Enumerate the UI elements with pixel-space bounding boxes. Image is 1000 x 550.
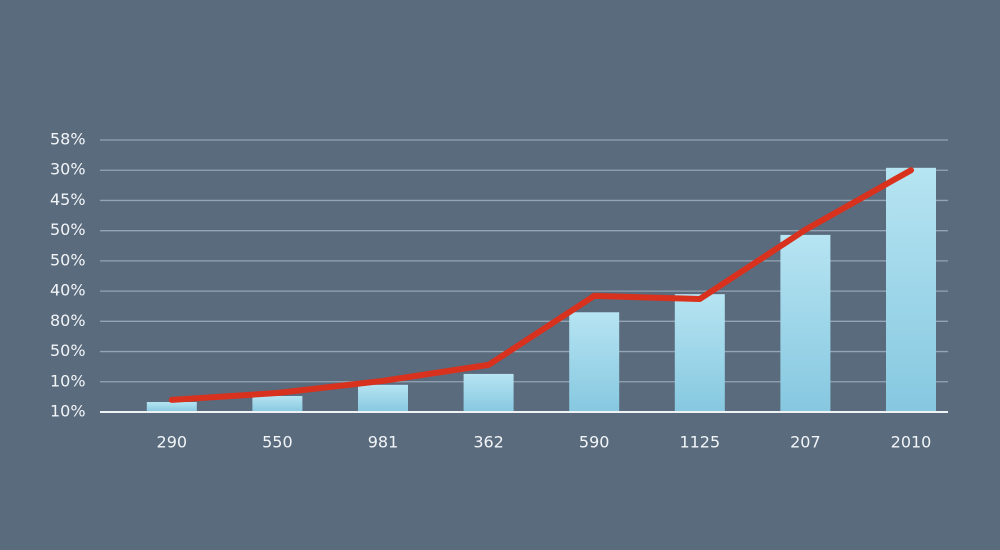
y-tick-label: 30% <box>50 160 86 179</box>
y-tick-label: 40% <box>50 281 86 300</box>
x-tick-label: 981 <box>368 433 399 452</box>
trend-line <box>168 167 914 403</box>
bar <box>569 312 620 412</box>
y-tick-label: 10% <box>50 402 86 421</box>
x-tick-label: 362 <box>473 433 504 452</box>
bar <box>146 402 197 412</box>
x-tick-label: 290 <box>157 433 188 452</box>
y-tick-label: 50% <box>50 250 86 269</box>
bar <box>674 294 725 412</box>
y-tick-label: 50% <box>50 341 86 360</box>
y-tick-label: 50% <box>50 220 86 239</box>
y-tick-label: 45% <box>50 190 86 209</box>
x-tick-label: 207 <box>790 433 821 452</box>
bar <box>780 234 831 412</box>
bar <box>358 384 408 412</box>
bar <box>252 395 303 412</box>
y-tick-label: 10% <box>50 371 86 390</box>
x-tick-label: 2010 <box>891 433 932 452</box>
bar <box>886 167 936 412</box>
x-tick-label: 550 <box>262 433 293 452</box>
bar <box>463 373 514 412</box>
y-tick-label: 58% <box>50 130 86 149</box>
x-tick-label: 1125 <box>679 433 720 452</box>
y-tick-label: 80% <box>50 311 86 330</box>
x-tick-label: 590 <box>579 433 610 452</box>
